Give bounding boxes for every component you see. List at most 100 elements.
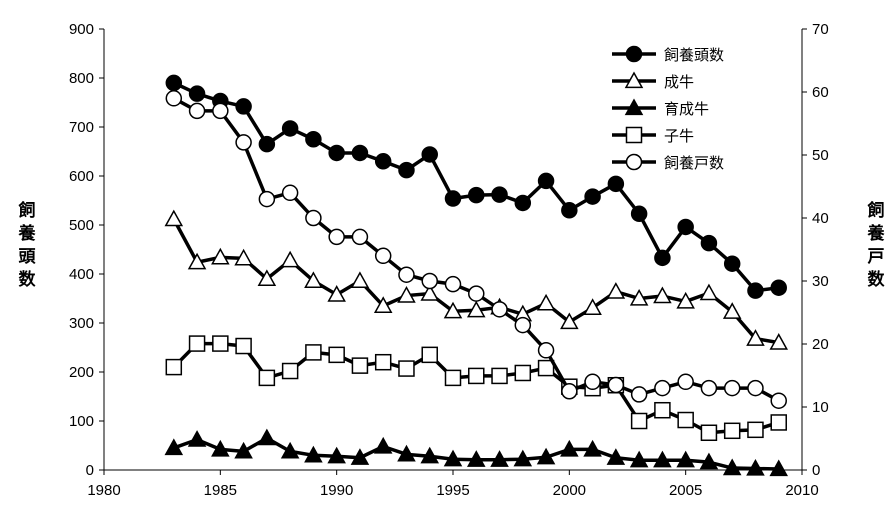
legend-item: 飼養戸数 — [612, 153, 724, 172]
data-point — [722, 302, 742, 319]
data-point — [420, 284, 440, 301]
data-point — [188, 102, 206, 120]
data-point — [468, 186, 485, 204]
data-point — [235, 98, 252, 115]
data-point — [351, 357, 369, 374]
data-point — [350, 448, 370, 465]
y-right-tick-label: 40 — [812, 210, 829, 227]
data-point — [630, 205, 648, 222]
data-point — [350, 271, 370, 289]
y-right-title-char: 戸 — [868, 247, 885, 267]
data-point — [514, 316, 532, 334]
data-point — [211, 439, 230, 457]
x-tick-label: 1995 — [436, 482, 469, 499]
legend-marker — [625, 45, 643, 63]
data-point — [747, 379, 764, 397]
y-left-tick-label: 0 — [86, 462, 94, 479]
data-point — [443, 449, 463, 467]
y-right-tick-label: 20 — [812, 336, 829, 353]
data-point — [560, 439, 579, 457]
data-point — [444, 275, 462, 293]
legend-item: 飼養頭数 — [612, 45, 724, 64]
legend-item: 子牛 — [612, 126, 694, 145]
legend-label: 育成牛 — [664, 100, 709, 118]
data-point — [420, 446, 440, 464]
data-point — [629, 450, 649, 468]
data-point — [654, 249, 671, 267]
series-group — [164, 74, 789, 477]
data-point — [537, 342, 555, 359]
data-point — [327, 446, 346, 464]
data-point — [583, 439, 602, 457]
y-right-title: 飼養戸数 — [867, 200, 886, 290]
data-point — [187, 430, 207, 447]
y-left-tick-label: 600 — [69, 168, 94, 185]
data-point — [607, 175, 625, 193]
y-left-title: 飼養頭数 — [18, 200, 37, 290]
series-2 — [164, 428, 789, 477]
data-point — [584, 188, 601, 205]
data-point — [373, 436, 393, 454]
data-point — [165, 358, 183, 376]
y-right-tick-label: 0 — [812, 462, 820, 479]
y-left-title-char: 飼 — [18, 200, 36, 221]
data-point — [677, 218, 694, 236]
data-point — [536, 447, 556, 465]
data-point — [770, 279, 787, 296]
data-point — [561, 383, 578, 400]
data-point — [537, 172, 555, 190]
data-point — [374, 353, 392, 371]
legend-marker — [624, 71, 644, 89]
x-tick-label: 1990 — [320, 482, 353, 499]
data-point — [281, 120, 299, 137]
data-point — [443, 301, 463, 319]
data-point — [258, 135, 276, 153]
data-point — [165, 90, 183, 107]
y-right-title-char: 養 — [867, 223, 885, 244]
y-left-tick-label: 500 — [69, 217, 94, 234]
data-point — [722, 458, 742, 476]
plot-area — [103, 29, 803, 471]
legend-marker — [624, 98, 644, 116]
data-point — [606, 282, 626, 299]
data-point — [723, 379, 741, 397]
y-axis-right: 0 10 20 30 40 50 60 70 — [802, 21, 829, 479]
data-point — [305, 344, 322, 361]
data-point — [328, 346, 345, 364]
data-point — [351, 228, 369, 246]
data-point — [328, 228, 345, 246]
y-left-title-char: 数 — [19, 269, 37, 290]
y-right-tick-label: 30 — [812, 273, 829, 290]
data-point — [491, 301, 508, 318]
data-point — [747, 421, 764, 439]
data-point — [700, 424, 718, 442]
series-0 — [165, 74, 787, 299]
data-point — [257, 269, 277, 287]
data-point — [444, 369, 462, 387]
data-point — [398, 360, 415, 377]
data-point — [164, 438, 184, 456]
data-point — [676, 291, 695, 309]
data-point — [490, 450, 509, 467]
data-point — [700, 234, 718, 252]
series-4 — [165, 90, 787, 409]
data-point — [770, 392, 787, 409]
data-point — [281, 184, 299, 202]
series-1 — [164, 209, 789, 350]
data-point — [468, 285, 485, 302]
x-tick-label: 1980 — [87, 482, 120, 499]
data-point — [491, 367, 508, 385]
data-point — [165, 74, 183, 92]
data-point — [187, 252, 207, 270]
data-point — [513, 449, 533, 467]
data-point — [211, 247, 230, 265]
data-point — [188, 335, 206, 352]
y-left-tick-label: 900 — [69, 21, 94, 38]
data-point — [421, 146, 438, 163]
data-point — [397, 286, 416, 303]
data-point — [677, 411, 694, 429]
data-point — [537, 359, 555, 377]
data-point — [188, 85, 206, 102]
data-point — [212, 102, 229, 120]
